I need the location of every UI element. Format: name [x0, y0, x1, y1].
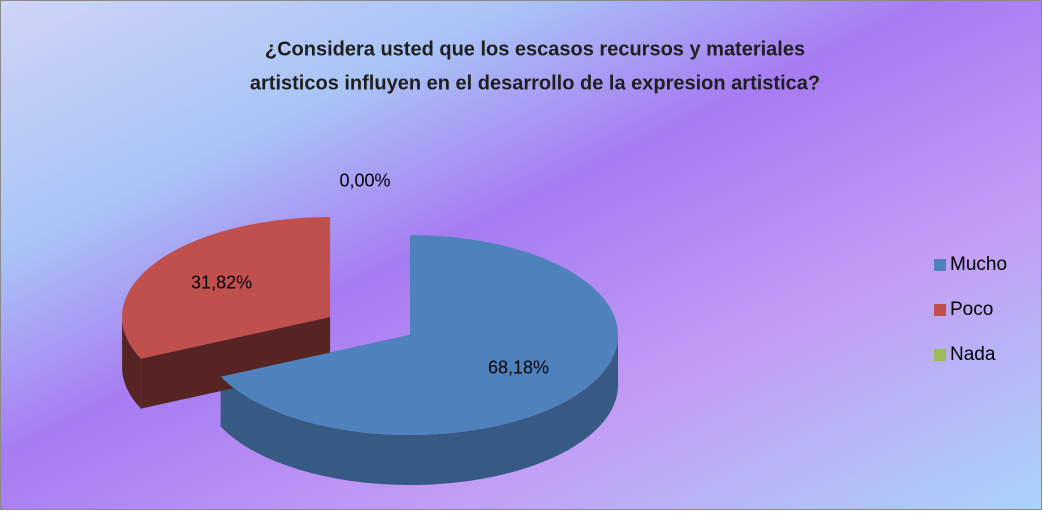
legend-swatch	[934, 349, 946, 361]
legend-label: Nada	[950, 344, 996, 365]
chart-title: artisticos influyen en el desarrollo de …	[250, 72, 820, 94]
legend-label: Poco	[950, 299, 993, 320]
legend-swatch	[934, 304, 946, 316]
data-label: 31,82%	[191, 272, 252, 292]
legend: Mucho Poco Nada	[934, 254, 1007, 365]
data-label: 0,00%	[339, 171, 390, 191]
slice	[122, 217, 331, 359]
pie: 68,18% 31,82% 0,00%	[122, 171, 619, 485]
legend-label: Mucho	[950, 254, 1007, 275]
slice-side	[140, 317, 331, 409]
slice-side	[220, 335, 619, 485]
slice-side	[122, 317, 141, 409]
data-label: 68,18%	[488, 357, 549, 377]
chart-title: ¿Considera usted que los escasos recurso…	[265, 38, 805, 60]
legend-swatch	[934, 259, 946, 271]
slice	[220, 235, 619, 435]
